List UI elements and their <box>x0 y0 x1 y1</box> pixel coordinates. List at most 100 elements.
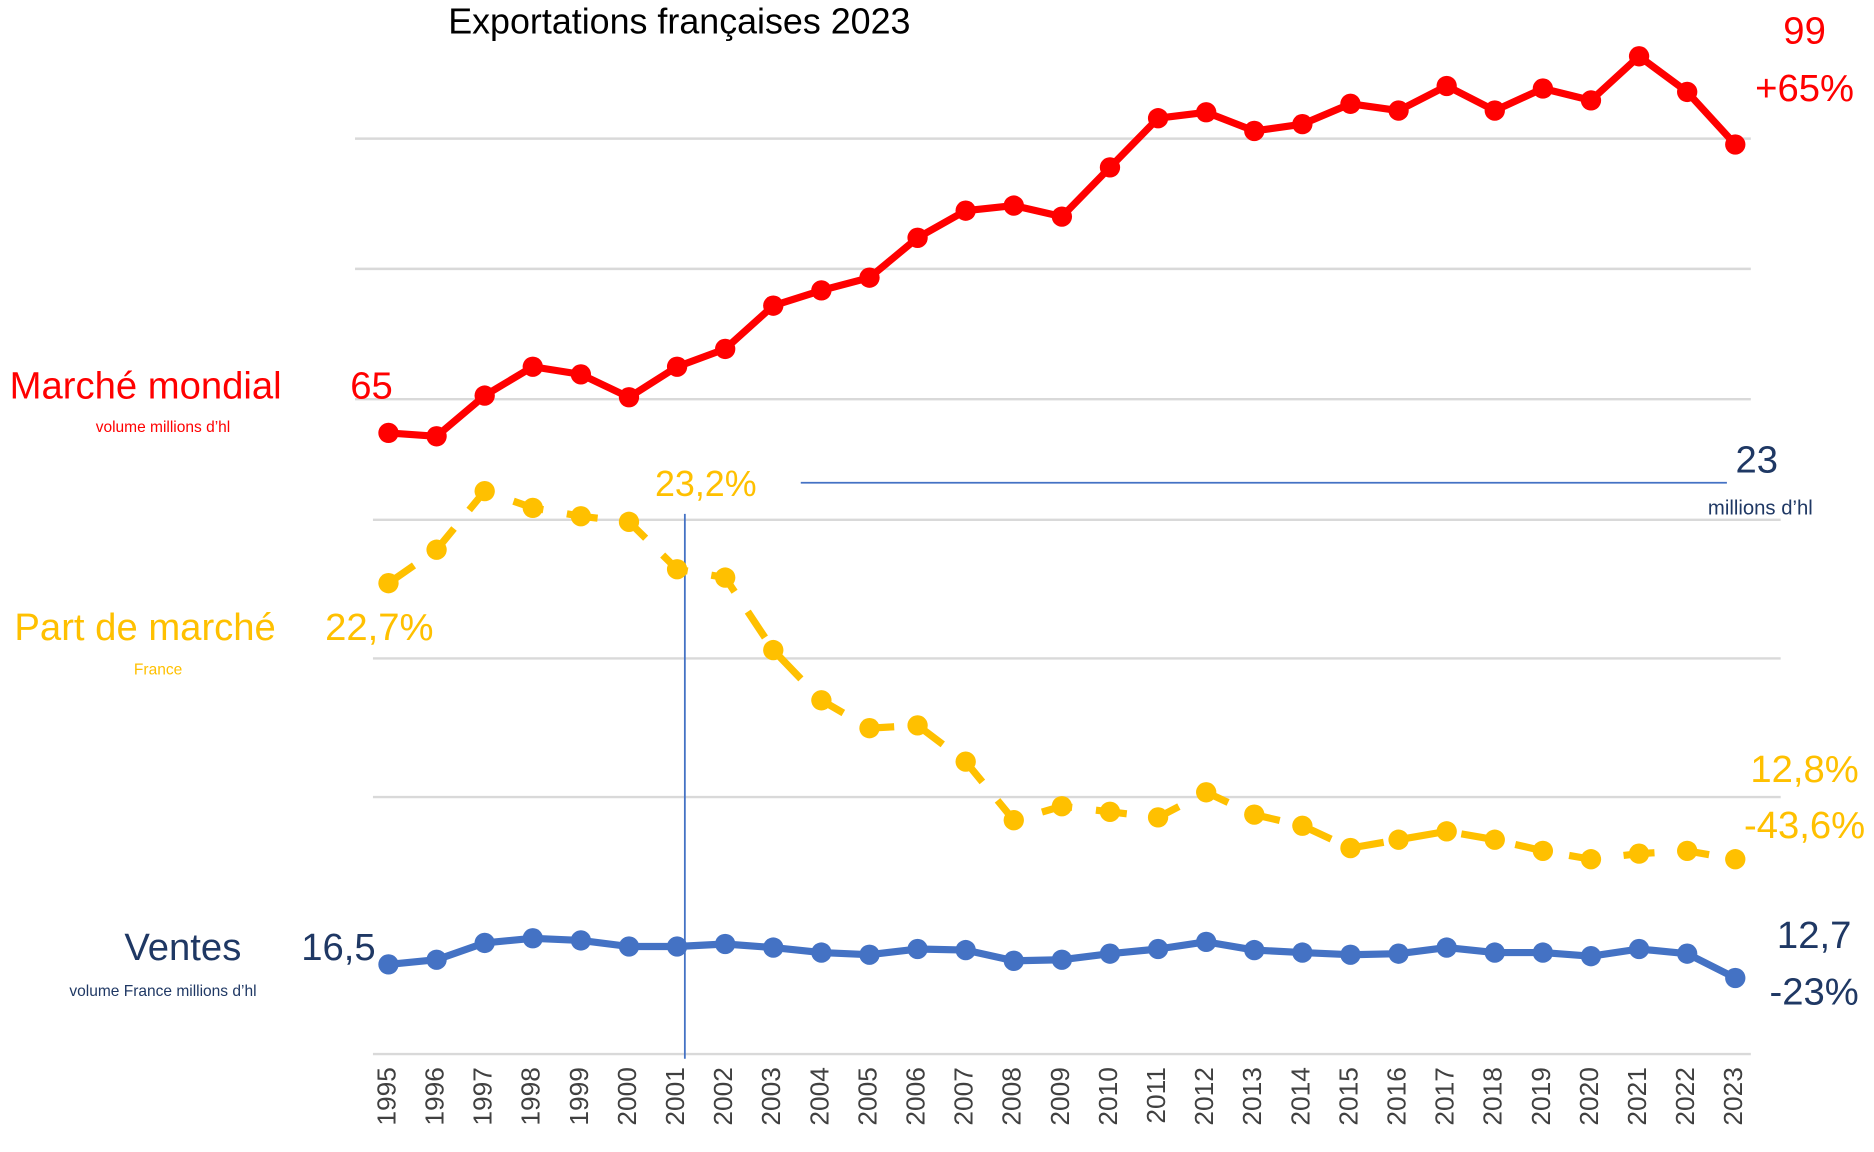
x-tick-label: 2005 <box>852 1067 882 1125</box>
data-point <box>1196 931 1217 953</box>
data-point <box>1340 93 1361 114</box>
x-tick-label: 2001 <box>660 1067 690 1125</box>
data-point <box>666 356 688 377</box>
data-point <box>1244 120 1265 142</box>
data-point <box>811 942 832 963</box>
data-point <box>426 949 447 970</box>
data-point <box>1484 942 1505 963</box>
data-point <box>763 295 784 316</box>
data-point <box>1532 78 1554 99</box>
data-point <box>715 933 736 955</box>
data-point <box>1532 840 1554 862</box>
data-point <box>1628 46 1650 67</box>
data-point <box>378 954 399 975</box>
data-point <box>1003 950 1024 971</box>
peak-label: 23,2% <box>655 464 757 504</box>
x-tick-label: 2009 <box>1045 1067 1075 1125</box>
x-tick-label: 1995 <box>371 1067 401 1125</box>
x-tick-label: 2018 <box>1478 1067 1508 1125</box>
data-point <box>1628 843 1650 864</box>
data-point <box>474 480 495 502</box>
data-point <box>618 936 640 957</box>
data-point <box>1388 100 1409 121</box>
data-point <box>811 690 832 711</box>
data-point <box>859 267 880 288</box>
data-point <box>1147 938 1169 960</box>
data-point <box>1292 113 1313 135</box>
start-label: 22,7% <box>325 606 433 649</box>
data-point <box>1532 942 1554 963</box>
data-point <box>1003 810 1024 831</box>
data-point <box>1099 801 1121 822</box>
data-point <box>1436 75 1457 97</box>
x-tick-label: 2022 <box>1670 1067 1700 1125</box>
data-point <box>1725 849 1746 870</box>
end-label: -43,6% <box>1744 804 1865 847</box>
x-tick-label: 2011 <box>1141 1067 1171 1124</box>
data-point <box>1051 206 1073 227</box>
data-point <box>1051 949 1073 970</box>
data-point <box>1244 939 1265 961</box>
series-label: Ventes <box>124 926 241 969</box>
end-label: 12,7 <box>1777 914 1851 957</box>
data-point <box>1147 108 1169 129</box>
data-point <box>1725 967 1746 989</box>
data-point <box>1628 938 1650 960</box>
data-point <box>618 511 640 532</box>
data-point <box>1580 849 1602 870</box>
x-tick-label: 1996 <box>420 1067 450 1125</box>
data-point <box>426 539 447 560</box>
data-point <box>1677 81 1698 103</box>
end-label: 12,8% <box>1750 748 1858 791</box>
x-tick-label: 2020 <box>1574 1067 1604 1125</box>
data-point <box>907 938 928 960</box>
data-point <box>1292 942 1313 963</box>
x-tick-label: 2006 <box>901 1067 931 1125</box>
x-tick-label: 1997 <box>468 1067 498 1125</box>
data-point <box>474 385 495 406</box>
x-tick-label: 2015 <box>1333 1067 1363 1125</box>
data-point <box>1388 943 1409 964</box>
series-unit: volume millions d’hl <box>96 419 231 436</box>
series-label: Marché mondial <box>10 364 282 407</box>
series-label: Part de marché <box>14 606 275 649</box>
data-point <box>666 936 688 957</box>
data-point <box>570 364 592 385</box>
data-point <box>715 567 736 588</box>
x-tick-label: 1999 <box>564 1067 594 1125</box>
data-point <box>378 573 399 594</box>
data-point <box>715 338 736 360</box>
data-point <box>859 944 880 965</box>
x-tick-label: 2013 <box>1237 1067 1267 1125</box>
x-tick-label: 2019 <box>1526 1067 1556 1125</box>
data-point <box>1388 829 1409 850</box>
data-point <box>1725 134 1746 155</box>
data-point <box>1580 90 1602 111</box>
end-label: -23% <box>1770 970 1859 1013</box>
data-point <box>522 356 543 377</box>
data-point <box>1099 943 1121 964</box>
data-point <box>570 506 592 527</box>
x-tick-label: 2008 <box>997 1067 1027 1125</box>
data-point <box>763 937 784 958</box>
data-point <box>1484 100 1505 121</box>
data-point <box>1340 837 1361 859</box>
data-point <box>1196 782 1217 803</box>
annotation: 23 <box>1736 439 1779 482</box>
data-point <box>1436 937 1457 958</box>
x-tick-label: 2003 <box>756 1067 786 1125</box>
series-unit: France <box>134 662 182 679</box>
end-label: 99 <box>1783 10 1826 53</box>
data-point <box>570 930 592 951</box>
x-tick-label: 2010 <box>1093 1067 1123 1125</box>
data-point <box>907 227 928 248</box>
data-point <box>1436 821 1457 842</box>
data-point <box>426 426 447 447</box>
data-point <box>1340 944 1361 965</box>
data-point <box>1196 102 1217 123</box>
data-point <box>1051 796 1073 817</box>
start-label: 65 <box>350 364 393 407</box>
x-tick-label: 2012 <box>1189 1067 1219 1125</box>
